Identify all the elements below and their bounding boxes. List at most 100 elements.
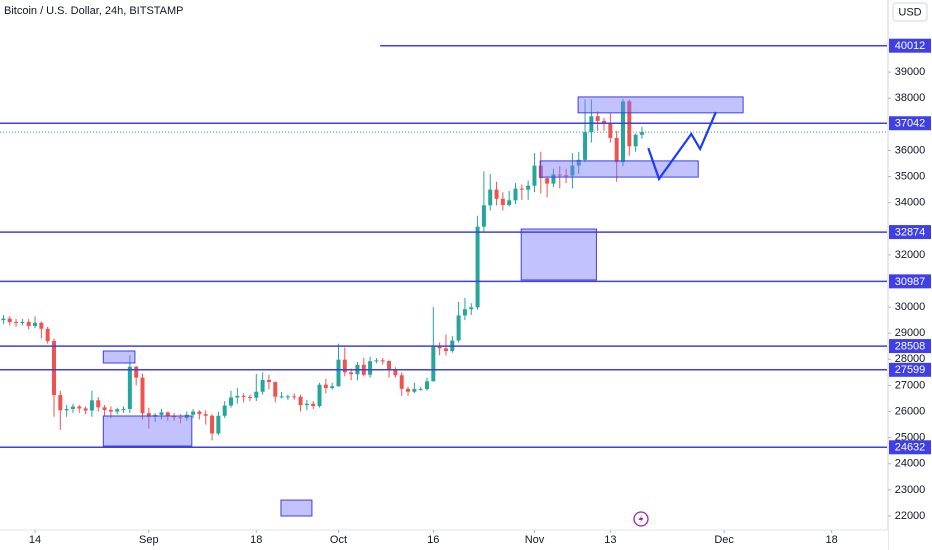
y-tick-label: 34000	[895, 197, 926, 209]
candle-body	[418, 389, 423, 391]
candle-body	[462, 309, 467, 316]
zone	[280, 499, 313, 517]
candle-body	[254, 391, 259, 398]
candle-body	[140, 377, 145, 414]
alert-icon-bolt[interactable]	[638, 514, 644, 524]
candle-body	[469, 307, 474, 310]
alert-icon-circle[interactable]	[633, 511, 649, 527]
candle-body	[121, 408, 126, 410]
candle-body	[191, 411, 196, 415]
candle-body	[431, 345, 436, 382]
candle-body	[235, 395, 240, 398]
candle-body	[456, 315, 461, 341]
candle-body	[545, 178, 550, 184]
candle-body	[39, 322, 44, 329]
candle-body	[551, 174, 556, 184]
candle-body	[538, 165, 543, 179]
candle-body	[102, 407, 107, 410]
candle-body	[14, 322, 19, 324]
candle-body	[475, 226, 480, 308]
candle-body	[602, 120, 607, 123]
y-tick-label: 26000	[895, 405, 926, 417]
currency-label[interactable]: USD	[898, 6, 921, 18]
candle-body	[273, 382, 278, 397]
candle-body	[526, 185, 531, 190]
candle-body	[608, 122, 613, 138]
candle-body	[1, 318, 6, 321]
y-tick-label: 23000	[895, 484, 926, 496]
y-tick-label: 32000	[895, 249, 926, 261]
level-label: 27599	[895, 364, 926, 376]
level-label: 24632	[895, 442, 926, 454]
projection-path	[647, 111, 717, 182]
candle-body	[64, 408, 69, 411]
candle-body	[443, 348, 448, 351]
candle-body	[172, 416, 177, 418]
candle-body	[165, 412, 170, 417]
x-tick-label: Nov	[525, 534, 545, 546]
candle-body	[342, 359, 347, 373]
x-tick-label: Oct	[330, 534, 347, 546]
currency-button[interactable]	[892, 2, 928, 22]
candle-body	[134, 366, 139, 378]
candle-body	[583, 132, 588, 160]
level-label-box	[889, 362, 931, 377]
candle-body	[639, 132, 644, 135]
drawings	[0, 44, 887, 517]
x-tick-label: 18	[250, 534, 262, 546]
x-tick-label: Sep	[139, 534, 159, 546]
candle-body	[570, 165, 575, 176]
level-label-box	[889, 116, 931, 131]
level-label-box	[889, 274, 931, 289]
candle-body	[424, 381, 429, 390]
candle-body	[323, 384, 328, 389]
candle-body	[311, 403, 316, 407]
candle-body	[399, 375, 404, 389]
y-tick-label: 38000	[895, 92, 926, 104]
candles	[0, 98, 887, 441]
candle-body	[368, 361, 373, 375]
x-tick-label: 18	[825, 534, 837, 546]
candle-body	[229, 397, 234, 406]
zone	[520, 228, 597, 281]
candle-body	[519, 188, 524, 190]
level-label: 28508	[895, 340, 926, 352]
y-tick-label: 29000	[895, 327, 926, 339]
candle-body	[437, 345, 442, 349]
level-label-box	[889, 440, 931, 455]
alert-icon[interactable]	[633, 511, 649, 527]
candle-body	[292, 396, 297, 398]
level-label: 32874	[895, 226, 926, 238]
candle-body	[210, 415, 215, 434]
candle-body	[387, 360, 392, 370]
candle-body	[532, 165, 537, 186]
candle-body	[260, 379, 265, 392]
level-label: 37042	[895, 118, 926, 130]
y-tick-label: 39000	[895, 66, 926, 78]
candle-body	[564, 175, 569, 177]
x-tick-label: 16	[427, 534, 439, 546]
zone	[102, 350, 136, 364]
candle-body	[96, 400, 101, 408]
candle-body	[620, 101, 625, 163]
candle-body	[412, 389, 417, 392]
candle-body	[26, 322, 31, 326]
candle-body	[70, 406, 75, 409]
candle-body	[298, 396, 303, 406]
candle-body	[203, 414, 208, 416]
y-tick-label: 30000	[895, 301, 926, 313]
candle-body	[507, 200, 512, 206]
level-label-box	[889, 225, 931, 240]
y-tick-label: 28000	[895, 353, 926, 365]
candle-body	[83, 408, 88, 411]
zone	[577, 96, 744, 114]
candle-body	[380, 360, 385, 362]
candle-body	[494, 189, 499, 199]
candle-body	[336, 359, 341, 387]
candle-body	[222, 405, 227, 416]
level-label: 30987	[895, 276, 926, 288]
y-tick-label: 27000	[895, 379, 926, 391]
candle-body	[241, 395, 246, 397]
